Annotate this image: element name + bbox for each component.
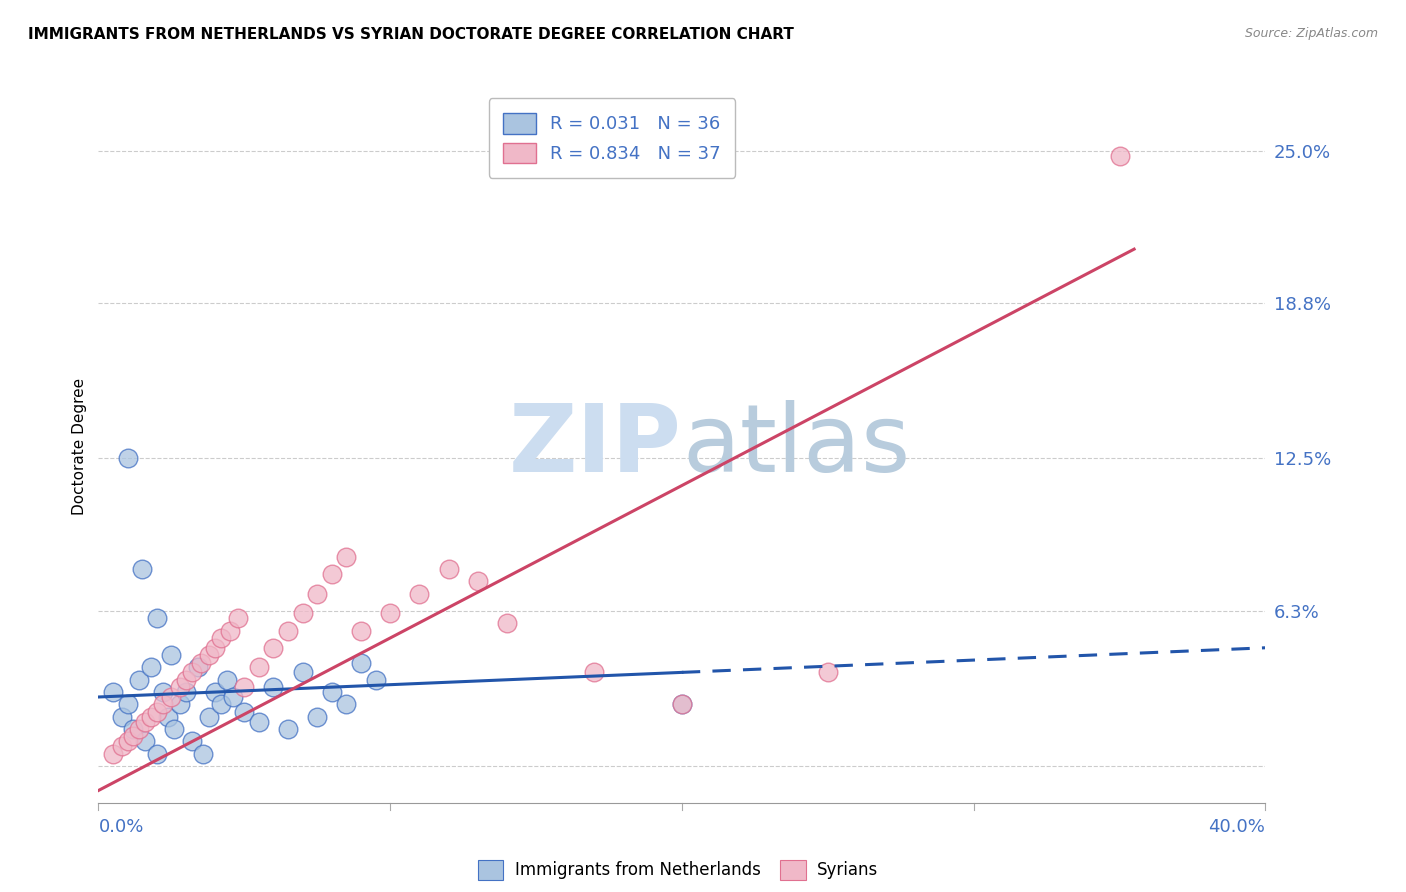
Point bbox=[152, 698, 174, 712]
Point bbox=[198, 709, 221, 723]
Y-axis label: Doctorate Degree: Doctorate Degree bbox=[72, 377, 87, 515]
Legend: R = 0.031   N = 36, R = 0.834   N = 37: R = 0.031 N = 36, R = 0.834 N = 37 bbox=[489, 98, 735, 178]
Point bbox=[321, 685, 343, 699]
Point bbox=[117, 734, 139, 748]
Point bbox=[187, 660, 209, 674]
Point bbox=[193, 747, 215, 761]
Point bbox=[218, 624, 240, 638]
Point bbox=[122, 722, 145, 736]
Point bbox=[111, 739, 134, 754]
Point bbox=[134, 714, 156, 729]
Point bbox=[233, 705, 256, 719]
Point bbox=[221, 690, 243, 704]
Point bbox=[128, 722, 150, 736]
Point bbox=[437, 562, 460, 576]
Point bbox=[583, 665, 606, 680]
Text: ZIP: ZIP bbox=[509, 400, 682, 492]
Point bbox=[160, 690, 183, 704]
Point bbox=[131, 562, 153, 576]
Point bbox=[277, 624, 299, 638]
Point bbox=[139, 660, 162, 674]
Point bbox=[247, 660, 270, 674]
Text: Syrians: Syrians bbox=[817, 861, 879, 879]
Point bbox=[157, 709, 180, 723]
Point bbox=[174, 673, 197, 687]
Point bbox=[335, 549, 357, 564]
Point bbox=[215, 673, 238, 687]
Point bbox=[169, 698, 191, 712]
Point bbox=[307, 587, 329, 601]
Text: Source: ZipAtlas.com: Source: ZipAtlas.com bbox=[1244, 27, 1378, 40]
Point bbox=[378, 607, 402, 621]
Point bbox=[139, 709, 162, 723]
Text: 40.0%: 40.0% bbox=[1209, 818, 1265, 836]
Point bbox=[117, 698, 139, 712]
Point bbox=[262, 680, 284, 694]
Point bbox=[146, 611, 169, 625]
Point bbox=[291, 665, 314, 680]
Text: IMMIGRANTS FROM NETHERLANDS VS SYRIAN DOCTORATE DEGREE CORRELATION CHART: IMMIGRANTS FROM NETHERLANDS VS SYRIAN DO… bbox=[28, 27, 794, 42]
Point bbox=[134, 734, 156, 748]
Point bbox=[671, 698, 693, 712]
Point bbox=[117, 451, 139, 466]
Point bbox=[408, 587, 430, 601]
Point bbox=[817, 665, 839, 680]
Point bbox=[204, 640, 226, 655]
Point bbox=[233, 680, 256, 694]
Point bbox=[209, 631, 232, 645]
Point bbox=[495, 616, 517, 631]
Point bbox=[262, 640, 284, 655]
Point bbox=[204, 685, 226, 699]
Point bbox=[146, 705, 169, 719]
Point bbox=[307, 709, 329, 723]
Point bbox=[101, 747, 124, 761]
Text: Immigrants from Netherlands: Immigrants from Netherlands bbox=[515, 861, 761, 879]
Point bbox=[152, 685, 174, 699]
Point bbox=[180, 665, 202, 680]
Point bbox=[467, 574, 489, 589]
Point bbox=[291, 607, 314, 621]
Point bbox=[128, 673, 150, 687]
Point bbox=[247, 714, 270, 729]
Point bbox=[180, 734, 202, 748]
Text: 0.0%: 0.0% bbox=[98, 818, 143, 836]
Point bbox=[228, 611, 250, 625]
Point bbox=[146, 747, 169, 761]
Point bbox=[111, 709, 134, 723]
Point bbox=[321, 566, 343, 581]
Point bbox=[122, 730, 145, 744]
Point bbox=[198, 648, 221, 662]
Point bbox=[101, 685, 124, 699]
Point bbox=[350, 656, 373, 670]
Point bbox=[169, 680, 191, 694]
Point bbox=[190, 656, 212, 670]
Text: atlas: atlas bbox=[682, 400, 910, 492]
Point bbox=[160, 648, 183, 662]
Point bbox=[209, 698, 232, 712]
Point bbox=[1108, 148, 1130, 162]
Point bbox=[350, 624, 373, 638]
Point bbox=[174, 685, 197, 699]
Point bbox=[364, 673, 387, 687]
Point bbox=[163, 722, 186, 736]
Point bbox=[335, 698, 357, 712]
Point bbox=[277, 722, 299, 736]
Point bbox=[671, 698, 693, 712]
